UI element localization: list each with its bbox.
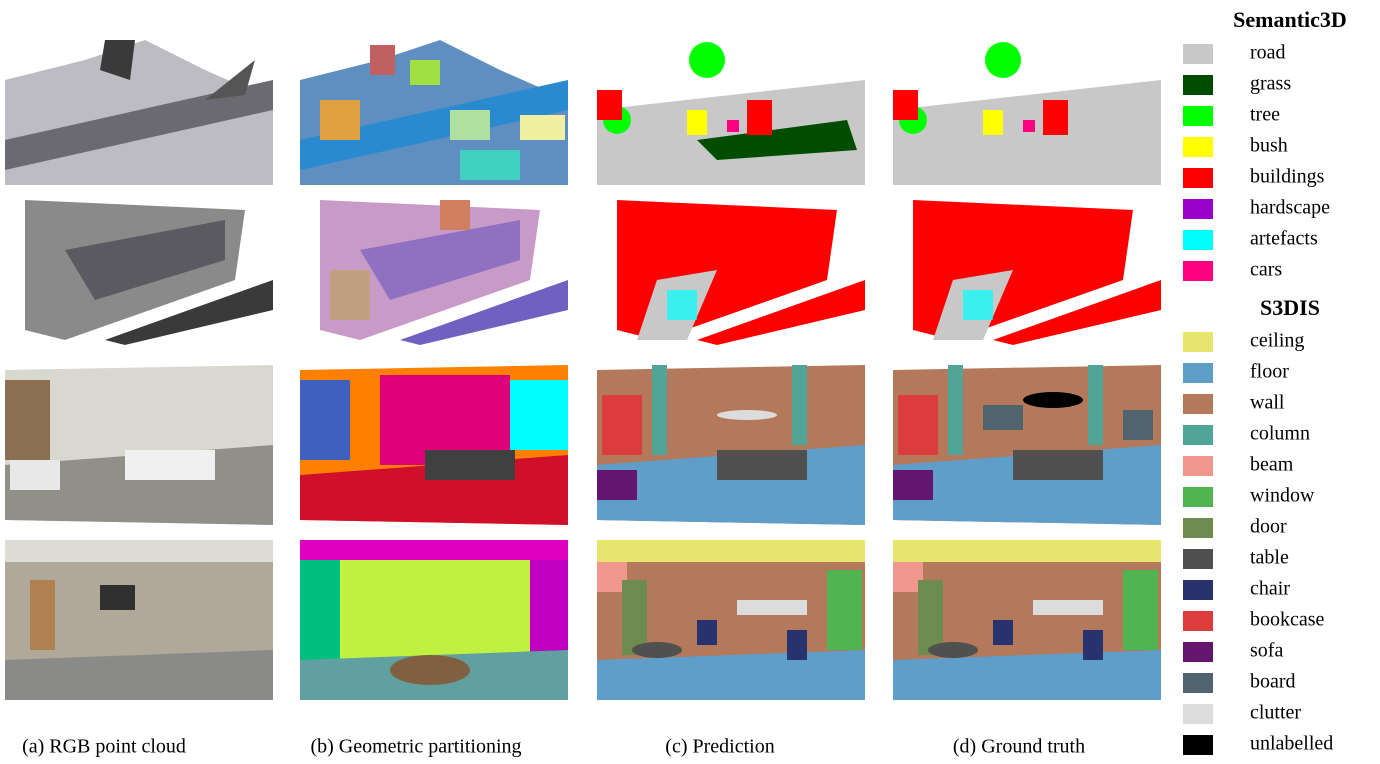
legend-label: bookcase	[1250, 609, 1325, 631]
image-rgb	[5, 540, 273, 700]
legend-label: beam	[1250, 454, 1294, 476]
legend-label: cars	[1250, 259, 1282, 281]
legend-label: column	[1250, 423, 1310, 445]
caption: (b) Geometric partitioning	[310, 736, 521, 758]
image-rgb	[5, 365, 273, 525]
legend-label: sofa	[1250, 640, 1283, 662]
image-ground-truth	[913, 200, 1161, 345]
legend-label: door	[1250, 516, 1287, 538]
image-prediction	[597, 540, 865, 700]
legend-label: table	[1250, 547, 1289, 569]
image-prediction	[597, 365, 865, 525]
image-partition	[300, 365, 568, 525]
legend-label: clutter	[1250, 702, 1301, 724]
legend-swatch	[1183, 75, 1213, 95]
legend-label: chair	[1250, 578, 1290, 600]
legend-swatch	[1183, 704, 1213, 724]
legend-swatch	[1183, 642, 1213, 662]
legend-swatch	[1183, 735, 1213, 755]
image-prediction	[597, 42, 865, 185]
legend-swatch	[1183, 168, 1213, 188]
legend-swatch	[1183, 487, 1213, 507]
legend-label: board	[1250, 671, 1296, 693]
legend-label: grass	[1250, 73, 1291, 95]
caption: (c) Prediction	[665, 736, 774, 758]
legend-swatch	[1183, 673, 1213, 693]
image-ground-truth	[893, 540, 1161, 700]
legend-swatch	[1183, 394, 1213, 414]
legend-heading: S3DIS	[1260, 295, 1320, 320]
legend-label: window	[1250, 485, 1315, 507]
legend-label: road	[1250, 42, 1286, 64]
caption: (d) Ground truth	[953, 736, 1085, 758]
legend-label: wall	[1250, 392, 1285, 414]
legend-swatch	[1183, 456, 1213, 476]
legend-label: artefacts	[1250, 228, 1318, 250]
legend-label: hardscape	[1250, 197, 1330, 219]
legend-swatch	[1183, 332, 1213, 352]
legend-swatch	[1183, 518, 1213, 538]
image-ground-truth	[893, 365, 1161, 525]
legend-swatch	[1183, 580, 1213, 600]
legend-label: ceiling	[1250, 330, 1304, 352]
legend-swatch	[1183, 261, 1213, 281]
image-ground-truth	[893, 42, 1161, 185]
legend-swatch	[1183, 230, 1213, 250]
legend-heading: Semantic3D	[1233, 7, 1347, 32]
legend-label: bush	[1250, 135, 1288, 157]
legend-swatch	[1183, 137, 1213, 157]
legend-label: unlabelled	[1250, 733, 1333, 755]
legend-label: floor	[1250, 361, 1289, 383]
legend-swatch	[1183, 199, 1213, 219]
legend-swatch	[1183, 549, 1213, 569]
image-partition	[320, 200, 568, 345]
legend-swatch	[1183, 611, 1213, 631]
image-rgb	[25, 200, 273, 345]
image-partition	[300, 40, 568, 185]
caption: (a) RGB point cloud	[22, 736, 186, 758]
legend-label: buildings	[1250, 166, 1325, 188]
legend-label: tree	[1250, 104, 1280, 126]
legend-swatch	[1183, 363, 1213, 383]
image-rgb	[5, 40, 273, 185]
image-partition	[300, 540, 568, 700]
legend-swatch	[1183, 44, 1213, 64]
legend-swatch	[1183, 106, 1213, 126]
image-prediction	[617, 200, 865, 345]
legend-swatch	[1183, 425, 1213, 445]
